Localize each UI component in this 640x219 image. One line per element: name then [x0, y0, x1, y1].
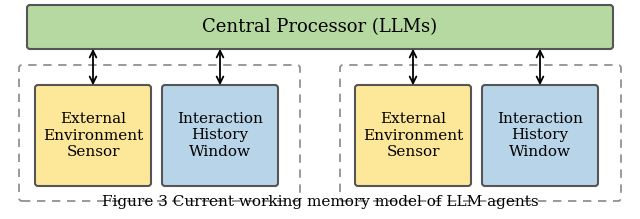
- FancyBboxPatch shape: [35, 85, 151, 186]
- FancyBboxPatch shape: [27, 5, 613, 49]
- Text: External
Environment
Sensor: External Environment Sensor: [363, 112, 463, 159]
- Text: External
Environment
Sensor: External Environment Sensor: [43, 112, 143, 159]
- FancyBboxPatch shape: [355, 85, 471, 186]
- Text: Interaction
History
Window: Interaction History Window: [497, 112, 583, 159]
- FancyBboxPatch shape: [162, 85, 278, 186]
- FancyBboxPatch shape: [482, 85, 598, 186]
- Text: Interaction
History
Window: Interaction History Window: [177, 112, 263, 159]
- Text: Figure 3 Current working memory model of LLM agents: Figure 3 Current working memory model of…: [102, 195, 538, 209]
- Text: Central Processor (LLMs): Central Processor (LLMs): [202, 18, 438, 36]
